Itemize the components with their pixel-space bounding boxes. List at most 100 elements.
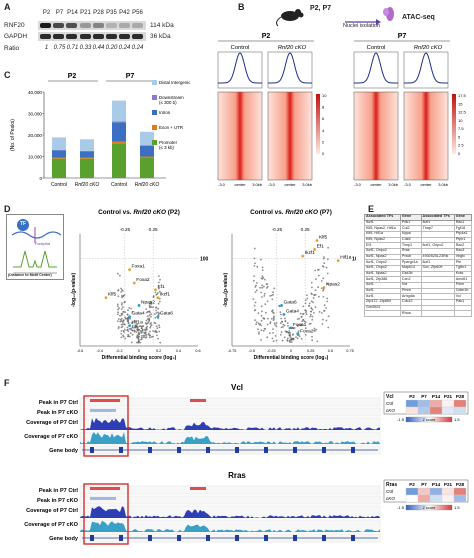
volcano-point [319,311,321,313]
legend-swatch [152,95,157,100]
bar-segment [52,158,66,159]
x-tick-label: -0.5 [248,349,255,353]
volcano-point [321,287,323,289]
volcano-point [323,266,325,268]
tf-label: Ikzf1 [160,292,170,298]
x-tick-label: 0.6 [195,349,200,353]
volcano-point [305,302,307,304]
volcano-point [143,332,145,334]
tf-label: Ef1 [317,243,325,249]
track-label: Coverage of P7 cKO [24,522,78,528]
legend-min: -1.5 [397,505,405,510]
volcano-point [261,287,263,289]
volcano-point [264,303,266,305]
bar-segment [112,101,126,122]
volcano-point [285,320,287,322]
volcano-point [117,304,119,306]
volcano-point [263,295,265,297]
pvalue-ref-label: 100 [352,257,356,263]
track-lane [80,486,380,494]
legend-max: 1.5 [454,505,460,510]
bar-segment [112,144,126,178]
volcano-point [147,323,149,325]
volcano-point [117,309,119,311]
zscore-cell [454,407,466,414]
bar-segment [112,121,126,122]
volcano-point [154,331,156,333]
heatmap-axis-tick: -3.0 [268,182,276,187]
volcano-point [129,318,131,320]
volcano-point [143,336,145,338]
volcano-point [120,337,122,339]
volcano-point [261,320,263,322]
volcano-point [289,332,291,334]
atac-workflow: P2, P7 Nuclei isolation ATAC-seq [240,2,474,32]
volcano-point [300,313,302,315]
zscore-cell [418,400,430,407]
volcano-point [260,259,262,261]
track-label: Peak in P7 Ctrl [39,400,79,406]
volcano-point [264,279,266,281]
zscore-cell [454,488,466,495]
volcano-point [159,301,161,303]
volcano-point [280,311,282,313]
exon-block [264,535,268,541]
volcano-point [261,310,263,312]
heatmap-axis-tick: center [234,182,246,187]
exon-block [148,535,152,541]
y-axis-label: -log₁₀(p-value) [223,273,229,308]
highlight-point [128,315,131,318]
volcano-point [264,318,266,320]
volcano-point [318,275,320,277]
zscore-col: P2 [409,482,415,487]
volcano-point [124,301,126,303]
blot-column-p56: P56 [131,10,144,16]
volcano-point [127,329,129,331]
title-part: Rnf20 cKO [285,209,318,216]
peak-bar [90,409,116,412]
peak-bar [90,487,120,490]
scale-tick: 2.5 [458,143,464,148]
exon-block [322,535,326,541]
blot-band [106,23,117,28]
volcano-point [295,336,297,338]
volcano-point [145,330,147,332]
volcano-point [254,265,256,267]
volcano-point [146,329,148,331]
tf-label: Ef1 [158,284,166,290]
heatmap-axis-tick: center [420,182,432,187]
volcano-point [121,296,123,298]
zscore-row: Ctrl [386,489,393,494]
bar-segment [52,137,66,149]
top-threshold-label: 0.25 [301,227,310,232]
volcano-point [259,287,261,289]
volcano-point [118,318,120,320]
blot-kda-gapdh: 36 kDa [150,33,171,40]
legend-swatch [152,80,157,85]
volcano-point [132,330,134,332]
volcano-point [149,331,151,333]
volcano-point [124,311,126,313]
volcano-point [323,256,325,258]
volcano-point [255,309,257,311]
legend-label: Distal Intergenic [159,80,191,85]
highlight-point [105,296,108,299]
tf-label: Foxa2 [136,277,150,283]
volcano-point [254,319,256,321]
heatmap-axis-tick: 3.0kb [438,182,449,187]
volcano-point [145,334,147,336]
volcano-point [284,318,286,320]
volcano-point [266,283,268,285]
exon-block [351,447,355,453]
legend-label: (≤ 3 kb) [159,145,174,150]
volcano-point [315,278,317,280]
volcano-point [274,322,276,324]
volcano-point [281,331,283,333]
volcano-point [315,294,317,296]
color-scale [452,94,456,154]
x-tick-label: -0.75 [228,349,237,353]
volcano-point [253,298,255,300]
ratio-value: 0.33 [79,45,92,51]
